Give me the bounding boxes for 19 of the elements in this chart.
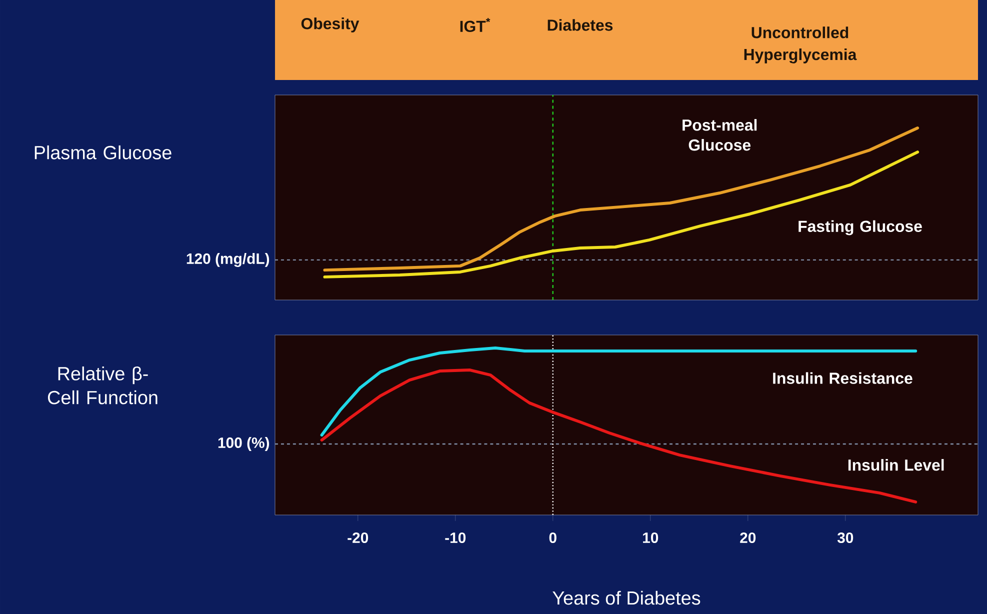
x-tick-label: -20 — [348, 532, 368, 544]
text: Uncontrolled Hyperglycemia — [744, 26, 857, 64]
text: Obesity — [301, 18, 360, 32]
x-tick-label: 30 — [837, 532, 854, 544]
series-label: Insulin Level — [848, 459, 944, 471]
x-tick-label: 10 — [643, 532, 658, 544]
series-label: Fasting Glucose — [798, 220, 922, 236]
x-tick-label: -10 — [445, 532, 466, 544]
text: 100 (%) — [218, 437, 270, 451]
x-tick-label: 20 — [740, 532, 756, 544]
y-axis-title: Relative β-Cell Function — [48, 366, 158, 404]
x-axis-title: Years of Diabetes — [552, 590, 700, 605]
x-tick-label: 0 — [549, 532, 556, 544]
text: Diabetes — [548, 19, 613, 31]
text: IGT$^{*}$ — [460, 18, 490, 32]
series-label: Insulin Resistance — [773, 372, 912, 384]
series-label: Post-meal Glucose — [682, 119, 757, 151]
text: 120 (mg/dL) — [186, 252, 270, 267]
y-axis-title: Plasma Glucose — [34, 145, 172, 160]
